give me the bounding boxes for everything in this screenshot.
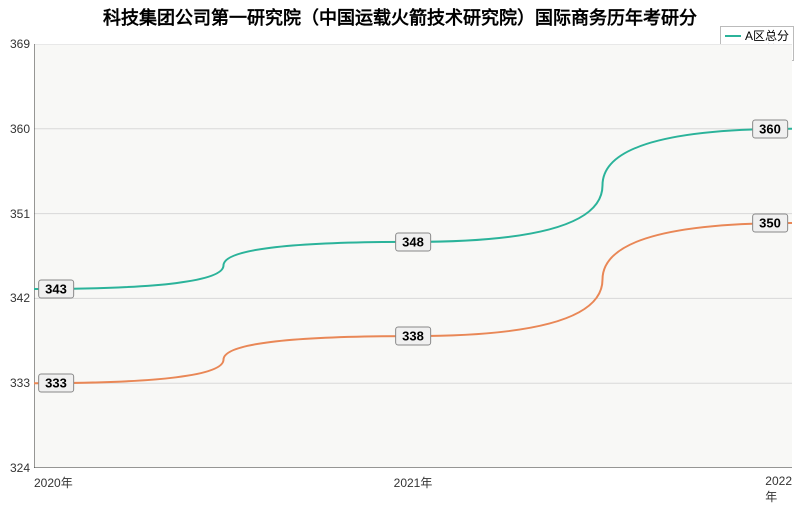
line-chart: 科技集团公司第一研究院（中国运载火箭技术研究院）国际商务历年考研分 A区总分 B…: [0, 0, 800, 500]
y-tick-label: 342: [4, 291, 30, 305]
data-label: 333: [38, 374, 74, 393]
legend-item-a: A区总分: [725, 29, 789, 43]
chart-title: 科技集团公司第一研究院（中国运载火箭技术研究院）国际商务历年考研分: [0, 4, 800, 30]
data-label: 360: [752, 119, 788, 138]
y-tick-label: 360: [4, 122, 30, 136]
x-tick-label: 2021年: [394, 474, 433, 491]
x-tick-label: 2020年: [34, 474, 73, 491]
x-tick-label: 2022年: [765, 474, 792, 505]
data-label: 348: [395, 232, 431, 251]
data-label: 343: [38, 279, 74, 298]
legend-label-a: A区总分: [745, 29, 789, 43]
y-tick-label: 369: [4, 37, 30, 51]
data-label: 338: [395, 327, 431, 346]
data-label: 350: [752, 214, 788, 233]
legend-swatch-a: [725, 35, 741, 37]
y-tick-label: 333: [4, 376, 30, 390]
plot-area: [34, 44, 792, 468]
y-tick-label: 351: [4, 207, 30, 221]
y-tick-label: 324: [4, 461, 30, 475]
